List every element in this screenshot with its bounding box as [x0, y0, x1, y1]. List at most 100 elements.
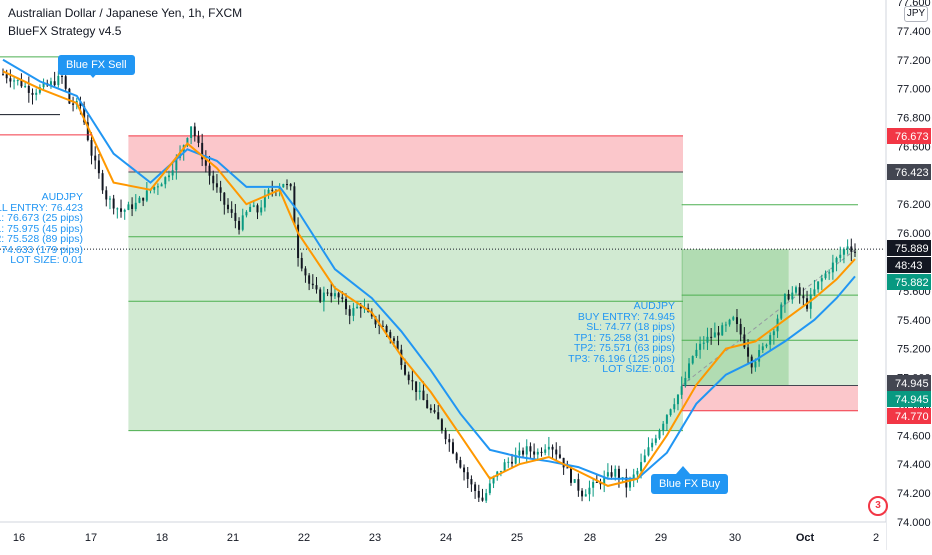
candle-body: [5, 74, 8, 79]
candle-body: [289, 184, 292, 187]
candle-body: [735, 317, 738, 325]
candle-body: [724, 324, 727, 326]
strategy-label: BlueFX Strategy v4.5: [8, 24, 122, 38]
candle-body: [850, 246, 853, 252]
candle-body: [31, 92, 34, 95]
candle-body: [241, 215, 244, 230]
candle-body: [588, 487, 591, 495]
y-tick-label: 75.400: [897, 315, 931, 327]
candle-body: [223, 192, 226, 205]
y-tick-label: 74.200: [897, 488, 931, 500]
candle-body: [658, 430, 661, 439]
candle-body: [477, 491, 480, 498]
candle-body: [57, 75, 60, 86]
candle-body: [717, 332, 720, 336]
candle-body: [673, 404, 676, 410]
tradingview-logo-icon[interactable]: 3: [868, 496, 888, 516]
candle-body: [772, 331, 775, 336]
candle-body: [123, 209, 126, 212]
x-tick-label: Oct: [796, 532, 815, 544]
candle-body: [16, 80, 19, 82]
price-badge: [887, 128, 931, 144]
candle-body: [451, 442, 454, 454]
candle-body: [256, 205, 259, 213]
candle-body: [651, 442, 654, 448]
candle-body: [142, 197, 145, 201]
candle-body: [138, 197, 141, 203]
candle-body: [433, 410, 436, 413]
candle-body: [643, 455, 646, 463]
candle-body: [208, 165, 211, 176]
candle-body: [636, 470, 639, 475]
candle-body: [42, 83, 45, 88]
candle-body: [160, 184, 163, 187]
candle-body: [263, 195, 266, 208]
candle-body: [728, 319, 731, 325]
candle-body: [721, 325, 724, 336]
candle-body: [238, 220, 241, 230]
candle-body: [710, 336, 713, 338]
buy-pill-pointer: [676, 466, 690, 474]
price-badge-label: 74.945: [895, 394, 929, 406]
candle-body: [798, 287, 801, 296]
candle-body: [24, 85, 27, 87]
candle-body: [97, 160, 100, 174]
candle-body: [584, 494, 587, 497]
x-tick-label: 30: [729, 532, 741, 544]
candle-body: [614, 468, 617, 477]
candle-body: [835, 257, 838, 263]
candle-body: [695, 349, 698, 357]
y-tick-label: 77.000: [897, 84, 931, 96]
candle-body: [418, 390, 421, 392]
candle-body: [311, 283, 314, 286]
price-badge: [887, 375, 931, 391]
candle-body: [20, 80, 23, 87]
candle-body: [603, 476, 606, 485]
candle-body: [688, 363, 691, 379]
candle-body: [94, 155, 97, 161]
candle-body: [676, 394, 679, 405]
candle-body: [356, 306, 359, 309]
currency-label[interactable]: JPY: [904, 6, 928, 22]
candle-body: [359, 306, 362, 309]
candle-body: [297, 224, 300, 259]
candle-body: [533, 451, 536, 455]
sell-signal-label: Blue FX Sell: [58, 55, 135, 75]
candle-body: [846, 246, 849, 250]
buy-trend-line: [681, 248, 857, 386]
candle-body: [134, 202, 137, 210]
candle-body: [459, 460, 462, 468]
candle-body: [606, 472, 609, 477]
candle-body: [167, 175, 170, 178]
candle-body: [9, 78, 12, 82]
candle-body: [595, 481, 598, 483]
candle-body: [640, 462, 643, 471]
candle-body: [824, 273, 827, 279]
candle-body: [817, 281, 820, 290]
candle-body: [747, 347, 750, 357]
candle-body: [131, 204, 134, 210]
x-tick-label: 16: [13, 532, 25, 544]
y-tick-label: 77.600: [897, 0, 931, 9]
candle-body: [120, 208, 123, 212]
y-tick-label: 76.600: [897, 141, 931, 153]
candle-body: [820, 278, 823, 282]
candle-body: [348, 309, 351, 316]
candle-body: [249, 206, 252, 212]
candle-body: [629, 478, 632, 488]
candle-body: [212, 175, 215, 184]
candle-body: [190, 126, 193, 139]
candle-body: [326, 292, 329, 294]
candle-body: [145, 190, 148, 201]
x-tick-label: 28: [584, 532, 596, 544]
candle-body: [499, 470, 502, 472]
candle-body: [577, 479, 580, 491]
candle-body: [193, 126, 196, 137]
candle-body: [245, 211, 248, 216]
candle-body: [333, 293, 336, 297]
buy-active-zone: [681, 249, 789, 386]
candle-body: [787, 294, 790, 300]
candle-body: [592, 481, 595, 488]
